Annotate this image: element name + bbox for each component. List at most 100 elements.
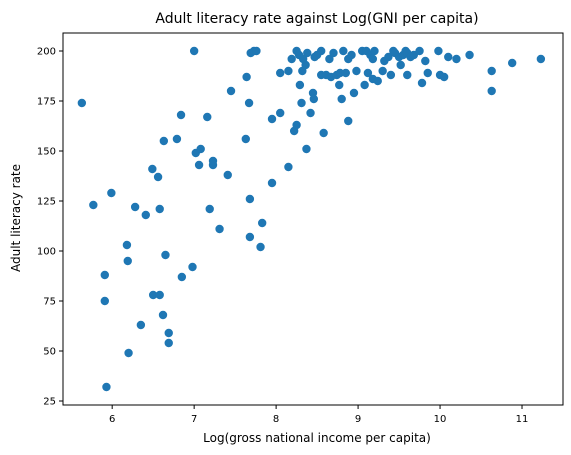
data-point (301, 60, 310, 70)
data-point (245, 194, 255, 204)
data-point (257, 218, 267, 228)
data-point (208, 156, 218, 166)
data-point (370, 46, 379, 56)
data-point (302, 144, 311, 154)
data-point (344, 116, 353, 126)
data-point (164, 328, 173, 338)
data-point (384, 52, 393, 62)
data-point (158, 310, 168, 320)
data-point (102, 382, 111, 392)
data-point (203, 112, 212, 122)
data-point (100, 296, 110, 306)
data-point (373, 76, 382, 86)
data-point (267, 114, 277, 124)
data-point (434, 46, 443, 56)
data-point (122, 240, 132, 250)
data-point (252, 46, 261, 56)
y-axis-title: Adult literacy rate (9, 164, 23, 272)
data-point (153, 172, 163, 182)
plot-frame (62, 32, 564, 406)
data-point (303, 48, 312, 58)
data-point (452, 54, 461, 64)
y-tick-label: 150 (37, 147, 56, 158)
data-point (335, 80, 344, 90)
data-point (309, 94, 319, 104)
data-point (159, 136, 169, 146)
data-point (164, 338, 173, 348)
data-point (107, 188, 116, 198)
y-tick-label: 175 (37, 97, 56, 108)
data-point (215, 224, 224, 234)
x-tick-label: 9 (355, 414, 361, 425)
data-point (100, 270, 110, 280)
x-tick-label: 7 (191, 414, 197, 425)
x-tick-label: 8 (273, 414, 279, 425)
data-point (396, 60, 405, 70)
chart-title: Adult literacy rate against Log(GNI per … (155, 11, 478, 27)
data-point (205, 204, 214, 214)
data-point (176, 110, 186, 120)
x-axis: 6 7 8 9 10 11 (109, 405, 528, 425)
data-point (487, 66, 496, 76)
data-point (415, 46, 424, 56)
data-point (161, 250, 170, 260)
data-point (465, 50, 474, 60)
data-point (360, 80, 369, 90)
data-point (287, 54, 296, 64)
data-points (77, 46, 546, 392)
data-point (188, 262, 197, 272)
data-point (423, 68, 432, 78)
data-point (276, 68, 285, 78)
x-tick-label: 6 (109, 414, 115, 425)
data-point (335, 68, 345, 78)
data-point (329, 48, 338, 58)
data-point (341, 68, 350, 78)
data-point (297, 98, 306, 108)
data-point (295, 80, 305, 90)
y-tick-label: 25 (43, 397, 56, 408)
data-point (226, 86, 236, 96)
y-tick-label: 125 (37, 197, 56, 208)
y-tick-label: 50 (43, 347, 56, 358)
y-axis: 25 50 75 100 125 150 175 200 (37, 47, 63, 408)
y-tick-label: 75 (43, 297, 56, 308)
data-point (439, 72, 449, 82)
data-point (189, 46, 199, 56)
data-point (136, 320, 146, 330)
data-point (77, 98, 87, 108)
data-point (196, 144, 205, 154)
data-point (123, 256, 132, 266)
data-point (363, 68, 373, 78)
y-tick-label: 100 (37, 247, 56, 258)
data-point (284, 66, 293, 76)
data-point (130, 202, 140, 212)
data-point (267, 178, 277, 188)
x-tick-label: 11 (516, 414, 529, 425)
data-point (141, 210, 150, 220)
data-point (155, 290, 164, 300)
data-point (337, 94, 346, 104)
data-point (284, 162, 293, 172)
data-point (242, 72, 251, 82)
data-point (245, 232, 255, 242)
data-point (444, 52, 453, 62)
data-point (292, 120, 301, 130)
data-point (194, 160, 204, 170)
data-point (386, 70, 396, 80)
data-point (319, 128, 328, 138)
data-point (172, 134, 182, 144)
data-point (317, 46, 326, 56)
x-axis-title: Log(gross national income per capita) (203, 431, 431, 445)
data-point (155, 204, 164, 214)
data-point (507, 58, 517, 68)
data-point (256, 242, 265, 252)
data-point (89, 200, 98, 210)
data-point (347, 50, 356, 60)
data-point (124, 348, 133, 358)
data-point (339, 46, 348, 56)
y-tick-label: 200 (37, 47, 56, 58)
data-point (378, 66, 387, 76)
data-point (241, 134, 250, 144)
